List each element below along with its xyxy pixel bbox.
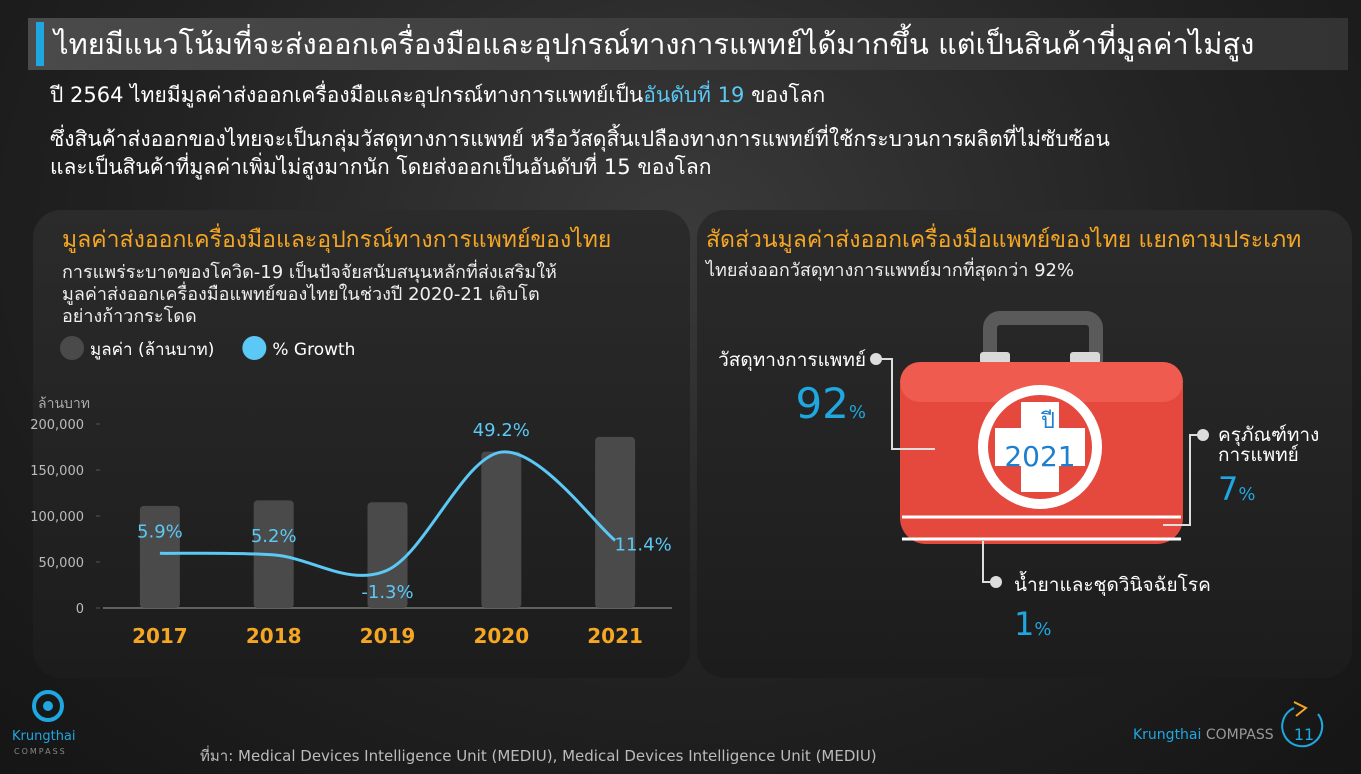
x-tick-label: 2017	[132, 624, 188, 648]
category-label: น้ำยาและชุดวินิจฉัยโรค	[1014, 571, 1211, 597]
first-aid-kit: ปี 2021	[900, 311, 1183, 544]
growth-line	[159, 450, 617, 577]
legend-swatch	[242, 336, 267, 360]
share-unit: %	[849, 402, 866, 423]
share-number: 1	[1014, 605, 1034, 643]
bar	[481, 451, 522, 608]
y-tick-label: 200,000	[30, 418, 84, 433]
data-label: 5.9%	[137, 521, 183, 542]
bar	[139, 505, 180, 608]
x-tick-label: 2019	[360, 624, 416, 648]
title-accent	[36, 22, 44, 66]
y-tick-label: 150,000	[30, 464, 84, 479]
connector	[982, 541, 990, 583]
share-unit: %	[1238, 484, 1255, 505]
kit-clip	[980, 352, 1010, 364]
source-text: Medical Devices Intelligence Unit (MEDIU…	[233, 747, 877, 765]
data-label: 49.2%	[473, 420, 530, 441]
legend-swatch	[60, 336, 84, 360]
source-label: ที่มา:	[200, 747, 234, 765]
logo: Krungthai COMPASS	[12, 690, 76, 756]
source: ที่มา: Medical Devices Intelligence Unit…	[200, 744, 877, 768]
legend-label: % Growth	[272, 340, 355, 360]
chart-title: มูลค่าส่งออกเครื่องมือและอุปกรณ์ทางการแพ…	[62, 227, 612, 253]
connector	[876, 358, 935, 450]
logo-text: COMPASS	[14, 747, 67, 756]
share-unit: %	[1034, 619, 1051, 640]
lead-text: ของโลก	[744, 83, 826, 107]
x-tick-label: 2018	[246, 624, 302, 648]
brand-text: COMPASS	[1201, 727, 1274, 743]
page-ring	[1281, 707, 1324, 748]
y-tick-label: 100,000	[30, 510, 84, 525]
page-arrow	[1293, 701, 1308, 717]
page-number: 11	[1294, 725, 1314, 744]
data-label: 11.4%	[615, 534, 672, 555]
logo-mark	[43, 701, 53, 711]
category-label: การแพทย์	[1218, 444, 1299, 466]
legend-label: มูลค่า (ล้านบาท)	[90, 340, 214, 360]
brand: Krungthai COMPASS	[1133, 727, 1274, 743]
bar	[595, 436, 636, 608]
logo-mark	[32, 690, 64, 722]
lead-highlight: อันดับที่ 19	[643, 83, 745, 107]
chart-description: มูลค่าส่งออกเครื่องมือแพทย์ของไทยในช่วงป…	[62, 284, 540, 305]
kit-text: ปี	[1040, 409, 1055, 434]
share-value: 7%	[1218, 470, 1255, 508]
connector-dot	[870, 353, 882, 365]
share-value: 92%	[795, 379, 866, 428]
chart-description: การแพร่ระบาดของโควิด-19 เป็นปัจจัยสนับสน…	[62, 262, 557, 283]
kit-clip	[1070, 352, 1100, 364]
y-tick-label: 50,000	[39, 556, 85, 571]
share-value: 1%	[1014, 605, 1051, 643]
chart-description: อย่างก้าวกระโดด	[62, 306, 197, 327]
x-tick-label: 2021	[587, 624, 643, 648]
kit-top	[900, 362, 1183, 402]
kit-text: 2021	[1004, 440, 1075, 473]
connector-dot	[1197, 429, 1209, 441]
y-tick-label: 0	[76, 602, 84, 617]
lead: ปี 2564 ไทยมีมูลค่าส่งออกเครื่องมือและอุ…	[50, 80, 825, 110]
title-bar	[28, 18, 1348, 70]
paragraph-line: ซึ่งสินค้าส่งออกของไทยจะเป็นกลุ่มวัสดุทา…	[50, 127, 1110, 151]
brand-text: Krungthai	[1133, 727, 1202, 743]
data-label: 5.2%	[251, 526, 297, 547]
category-label: ครุภัณฑ์ทาง	[1218, 424, 1319, 447]
category-label: วัสดุทางการแพทย์	[718, 349, 866, 372]
paragraph-line: และเป็นสินค้าที่มูลค่าเพิ่มไม่สูงมากนัก …	[50, 155, 712, 179]
connector	[1163, 434, 1203, 526]
kit-cross	[995, 428, 1085, 466]
panel-title: สัดส่วนมูลค่าส่งออกเครื่องมือแพทย์ของไทย…	[706, 227, 1302, 253]
logo-text: Krungthai	[12, 729, 76, 744]
share-number: 7	[1218, 470, 1238, 508]
lead-text: ปี 2564 ไทยมีมูลค่าส่งออกเครื่องมือและอุ…	[50, 83, 644, 107]
connector-dot	[990, 576, 1002, 588]
x-tick-label: 2020	[473, 624, 529, 648]
bar	[367, 502, 408, 608]
slide-title: ไทยมีแนวโน้มที่จะส่งออกเครื่องมือและอุปก…	[54, 27, 1255, 61]
data-label: -1.3%	[361, 582, 413, 603]
share-number: 92	[795, 379, 848, 428]
panel-subtitle: ไทยส่งออกวัสดุทางการแพทย์มากที่สุดกว่า 9…	[706, 260, 1075, 281]
y-axis-label: ล้านบาท	[38, 396, 90, 412]
